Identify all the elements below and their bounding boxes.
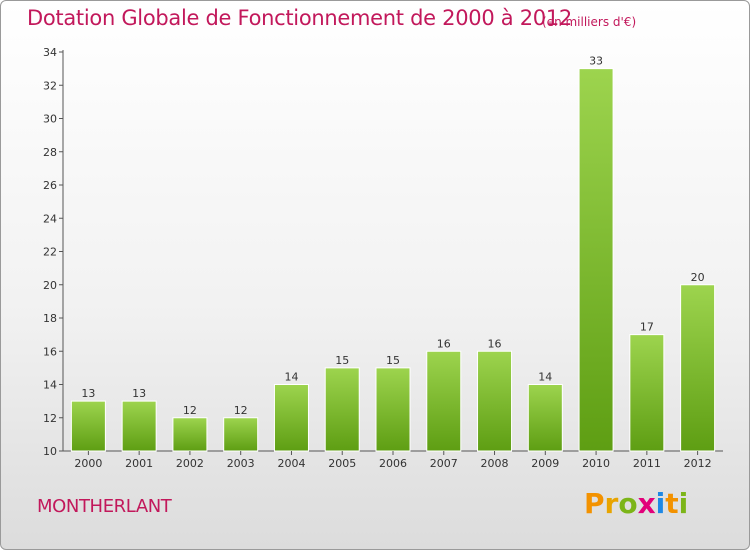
bar [375, 367, 411, 452]
data-label: 14 [284, 371, 298, 384]
chart-title: Dotation Globale de Fonctionnement de 20… [27, 6, 572, 30]
bar [273, 384, 309, 452]
x-tick-label: 2011 [633, 457, 661, 470]
data-label: 12 [234, 404, 248, 417]
x-tick-label: 2012 [684, 457, 712, 470]
x-tick-label: 2000 [74, 457, 102, 470]
bar [527, 384, 563, 452]
data-label: 13 [81, 387, 95, 400]
logo-letter: x [637, 487, 656, 520]
data-label: 17 [640, 321, 654, 334]
x-tick-label: 2003 [227, 457, 255, 470]
y-tick-label: 26 [43, 179, 57, 192]
logo-letter: i [678, 487, 689, 520]
data-label: 33 [589, 55, 603, 68]
bar [70, 400, 106, 452]
x-tick-label: 2007 [430, 457, 458, 470]
y-tick-label: 32 [43, 79, 57, 92]
x-tick-label: 2008 [481, 457, 509, 470]
logo-letter: t [665, 487, 679, 520]
data-label: 16 [488, 337, 502, 350]
y-tick-label: 30 [43, 113, 57, 126]
data-label: 20 [691, 271, 705, 284]
bar [121, 400, 157, 452]
y-tick-label: 10 [43, 445, 57, 458]
data-label: 14 [538, 371, 552, 384]
y-tick-label: 20 [43, 279, 57, 292]
data-label: 12 [183, 404, 197, 417]
data-label: 15 [335, 354, 349, 367]
x-tick-label: 2001 [125, 457, 153, 470]
x-tick-label: 2004 [277, 457, 305, 470]
y-tick-label: 12 [43, 412, 57, 425]
logo-letter: o [618, 487, 638, 520]
y-tick-label: 18 [43, 312, 57, 325]
y-tick-label: 14 [43, 379, 57, 392]
data-label: 16 [437, 337, 451, 350]
bar [578, 68, 614, 452]
data-label: 13 [132, 387, 146, 400]
bar [324, 367, 360, 452]
bar [680, 284, 716, 452]
y-tick-label: 24 [43, 212, 57, 225]
x-tick-label: 2005 [328, 457, 356, 470]
bar [172, 417, 208, 452]
logo-letter: i [655, 487, 666, 520]
x-tick-label: 2010 [582, 457, 610, 470]
y-tick-label: 34 [43, 46, 57, 59]
y-tick-label: 22 [43, 246, 57, 259]
x-tick-label: 2002 [176, 457, 204, 470]
x-tick-label: 2006 [379, 457, 407, 470]
logo-letter: r [604, 487, 619, 520]
bar [426, 350, 462, 452]
x-tick-label: 2009 [531, 457, 559, 470]
data-label: 15 [386, 354, 400, 367]
commune-name: MONTHERLANT [37, 496, 172, 517]
bar [477, 350, 513, 452]
bar [223, 417, 259, 452]
bar [629, 334, 665, 452]
y-tick-label: 28 [43, 146, 57, 159]
logo-letter: P [584, 487, 605, 520]
proxiti-logo: Proxiti [584, 487, 688, 520]
y-tick-label: 16 [43, 345, 57, 358]
chart-subtitle: (en milliers d'€) [542, 15, 637, 29]
